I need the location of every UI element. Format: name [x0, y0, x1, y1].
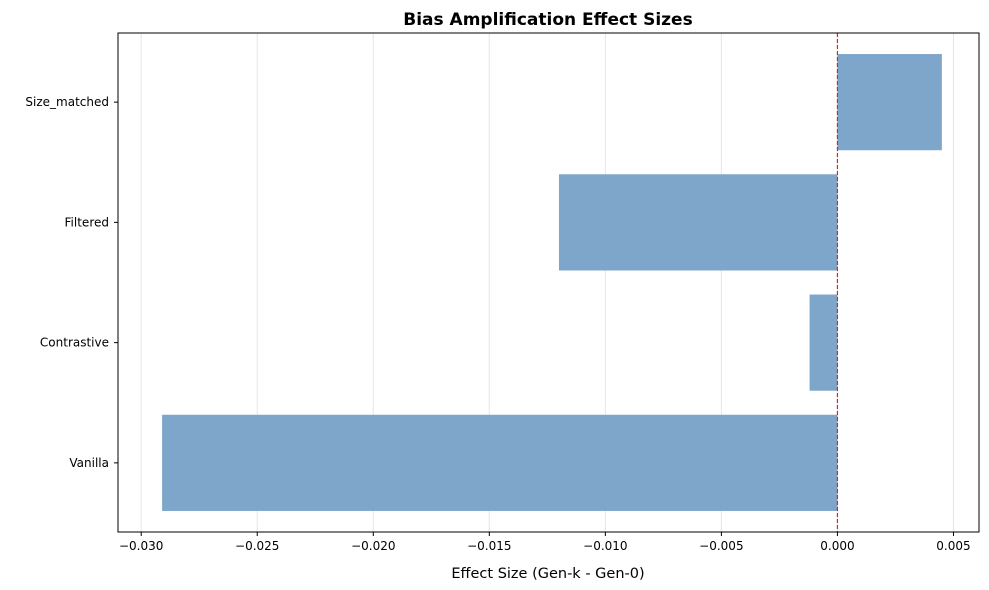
x-axis-label: Effect Size (Gen-k - Gen-0) [451, 566, 644, 582]
chart-title: Bias Amplification Effect Sizes [403, 10, 692, 30]
x-ticks: −0.030 −0.025 −0.020 −0.015 −0.010 −0.005 0.00… [119, 532, 971, 553]
x-tick-label: 0.000 [820, 539, 854, 553]
plot-frame [117, 32, 980, 533]
x-tick-label: −0.015 [467, 539, 511, 553]
y-tick-label: Filtered [65, 215, 109, 229]
y-tick-label: Size_matched [25, 95, 109, 109]
x-tick-label: −0.010 [583, 539, 627, 553]
y-tick-label: Contrastive [40, 336, 109, 350]
bar-size-matched [837, 54, 942, 151]
bar-contrastive [809, 294, 838, 391]
x-tick-label: −0.020 [351, 539, 395, 553]
x-tick-label: −0.030 [119, 539, 163, 553]
y-ticks: Vanilla Contrastive Filtered Size_matched [25, 95, 118, 470]
y-tick-label: Vanilla [69, 456, 109, 470]
x-tick-label: 0.005 [936, 539, 970, 553]
bar-vanilla [162, 414, 838, 511]
bars [162, 54, 942, 511]
x-tick-label: −0.025 [235, 539, 279, 553]
bar-filtered [558, 174, 838, 271]
x-tick-label: −0.005 [699, 539, 743, 553]
